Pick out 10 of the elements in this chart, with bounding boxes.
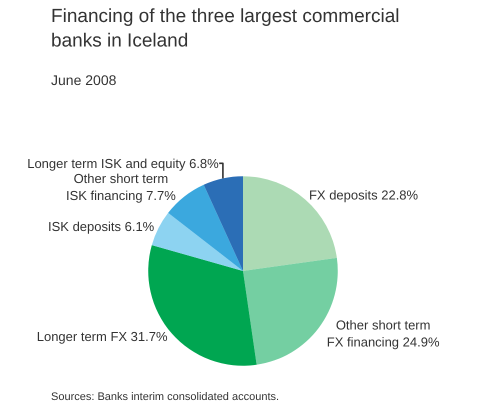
source-note: Sources: Banks interim consolidated accounts. — [51, 391, 280, 403]
slice-label: Longer term ISK and equity 6.8% — [27, 156, 220, 171]
chart-subtitle: June 2008 — [51, 72, 117, 88]
slice-label: ISK deposits 6.1% — [48, 219, 155, 234]
slice-label: Longer term FX 31.7% — [36, 329, 168, 344]
pie-slice — [204, 176, 243, 271]
slice-label: FX deposits 22.8% — [308, 188, 419, 203]
slice-label: Other short term FX financing 24.9% — [326, 318, 440, 350]
chart-title: Financing of the three largest commercial banks in Iceland — [51, 6, 400, 52]
slice-label: Other short term ISK financing 7.7% — [66, 170, 176, 203]
